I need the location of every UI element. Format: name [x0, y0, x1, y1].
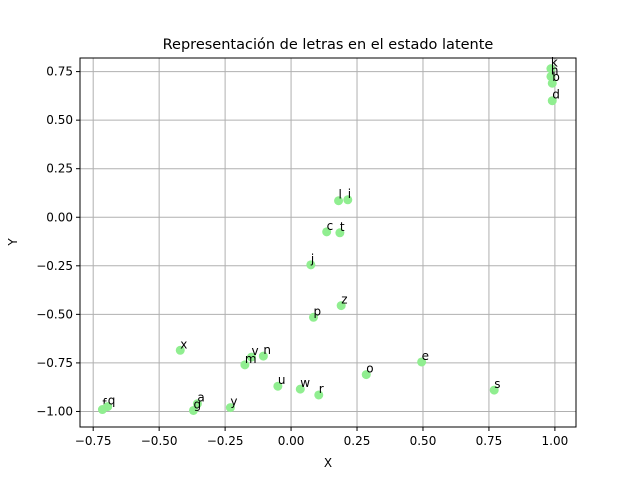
y-tick-label: −1.00	[36, 404, 73, 418]
point-label-d: d	[552, 88, 560, 102]
point-label-e: e	[422, 349, 429, 363]
x-tick-label: 0.00	[278, 434, 305, 448]
data-point-x	[175, 345, 185, 355]
point-label-v: v	[251, 344, 258, 358]
point-label-l: l	[339, 188, 342, 202]
point-label-h: h	[551, 63, 559, 77]
data-point-j	[306, 260, 316, 270]
data-point-r	[314, 390, 324, 400]
data-point-k	[546, 64, 556, 74]
chart-title: Representación de letras en el estado la…	[163, 37, 494, 53]
point-label-m: m	[245, 352, 257, 366]
x-tick-label: 0.25	[344, 434, 371, 448]
x-tick-label: 0.50	[410, 434, 437, 448]
data-point-a	[192, 399, 202, 409]
x-axis-label: X	[324, 456, 332, 470]
data-point-h	[546, 71, 556, 81]
y-tick-label: 0.75	[46, 65, 73, 79]
data-point-w	[295, 384, 305, 394]
data-point-v	[246, 352, 256, 362]
point-label-w: w	[300, 376, 310, 390]
y-tick-label: −0.75	[36, 356, 73, 370]
data-point-z	[336, 301, 346, 311]
data-point-g	[188, 405, 198, 415]
point-label-j: j	[310, 252, 314, 266]
x-tick-label: 0.75	[476, 434, 503, 448]
data-point-c	[322, 227, 332, 237]
y-tick-label: 0.00	[46, 210, 73, 224]
point-label-b: b	[552, 70, 560, 84]
point-label-r: r	[319, 382, 324, 396]
data-point-y	[225, 403, 235, 413]
point-label-c: c	[327, 219, 334, 233]
y-tick-label: −0.25	[36, 259, 73, 273]
point-label-u: u	[278, 373, 286, 387]
point-label-o: o	[366, 362, 373, 376]
point-label-a: a	[197, 391, 204, 405]
data-point-s	[489, 385, 499, 395]
data-point-i	[343, 195, 353, 205]
data-point-l	[334, 196, 344, 206]
point-label-q: q	[108, 394, 116, 408]
data-point-b	[547, 78, 557, 88]
data-point-d	[547, 96, 557, 106]
data-point-o	[361, 370, 371, 380]
plot-frame	[79, 57, 577, 428]
point-label-p: p	[313, 304, 321, 318]
point-label-y: y	[230, 395, 237, 409]
point-label-i: i	[348, 187, 351, 201]
point-label-n: n	[263, 343, 271, 357]
point-label-s: s	[494, 377, 500, 391]
ticks-layer: −0.75 −0.50 −0.25 0.00 0.25 0.50 0.75 1.00 −1.00…	[36, 65, 568, 448]
point-label-g: g	[193, 397, 201, 411]
y-tick-label: −0.50	[36, 307, 73, 321]
point-label-k: k	[551, 56, 558, 70]
point-label-x: x	[180, 337, 187, 351]
grid-layer	[80, 58, 576, 427]
y-tick-label: 0.25	[46, 162, 73, 176]
data-point-m	[240, 360, 250, 370]
y-axis-label: Y	[6, 238, 20, 247]
x-tick-label: −0.50	[141, 434, 178, 448]
point-label-z: z	[341, 293, 347, 307]
x-tick-label: 1.00	[542, 434, 569, 448]
data-point-u	[273, 381, 283, 391]
point-label-t: t	[340, 220, 345, 234]
points-layer: khbdlictjzpxvnmeouwrsagyfq	[97, 56, 560, 415]
x-tick-label: −0.75	[75, 434, 112, 448]
data-point-e	[417, 357, 427, 367]
x-tick-label: −0.25	[207, 434, 244, 448]
data-point-p	[308, 312, 318, 322]
data-point-n	[258, 351, 268, 361]
y-tick-label: 0.50	[46, 113, 73, 127]
data-point-q	[103, 402, 113, 412]
data-point-t	[335, 228, 345, 238]
